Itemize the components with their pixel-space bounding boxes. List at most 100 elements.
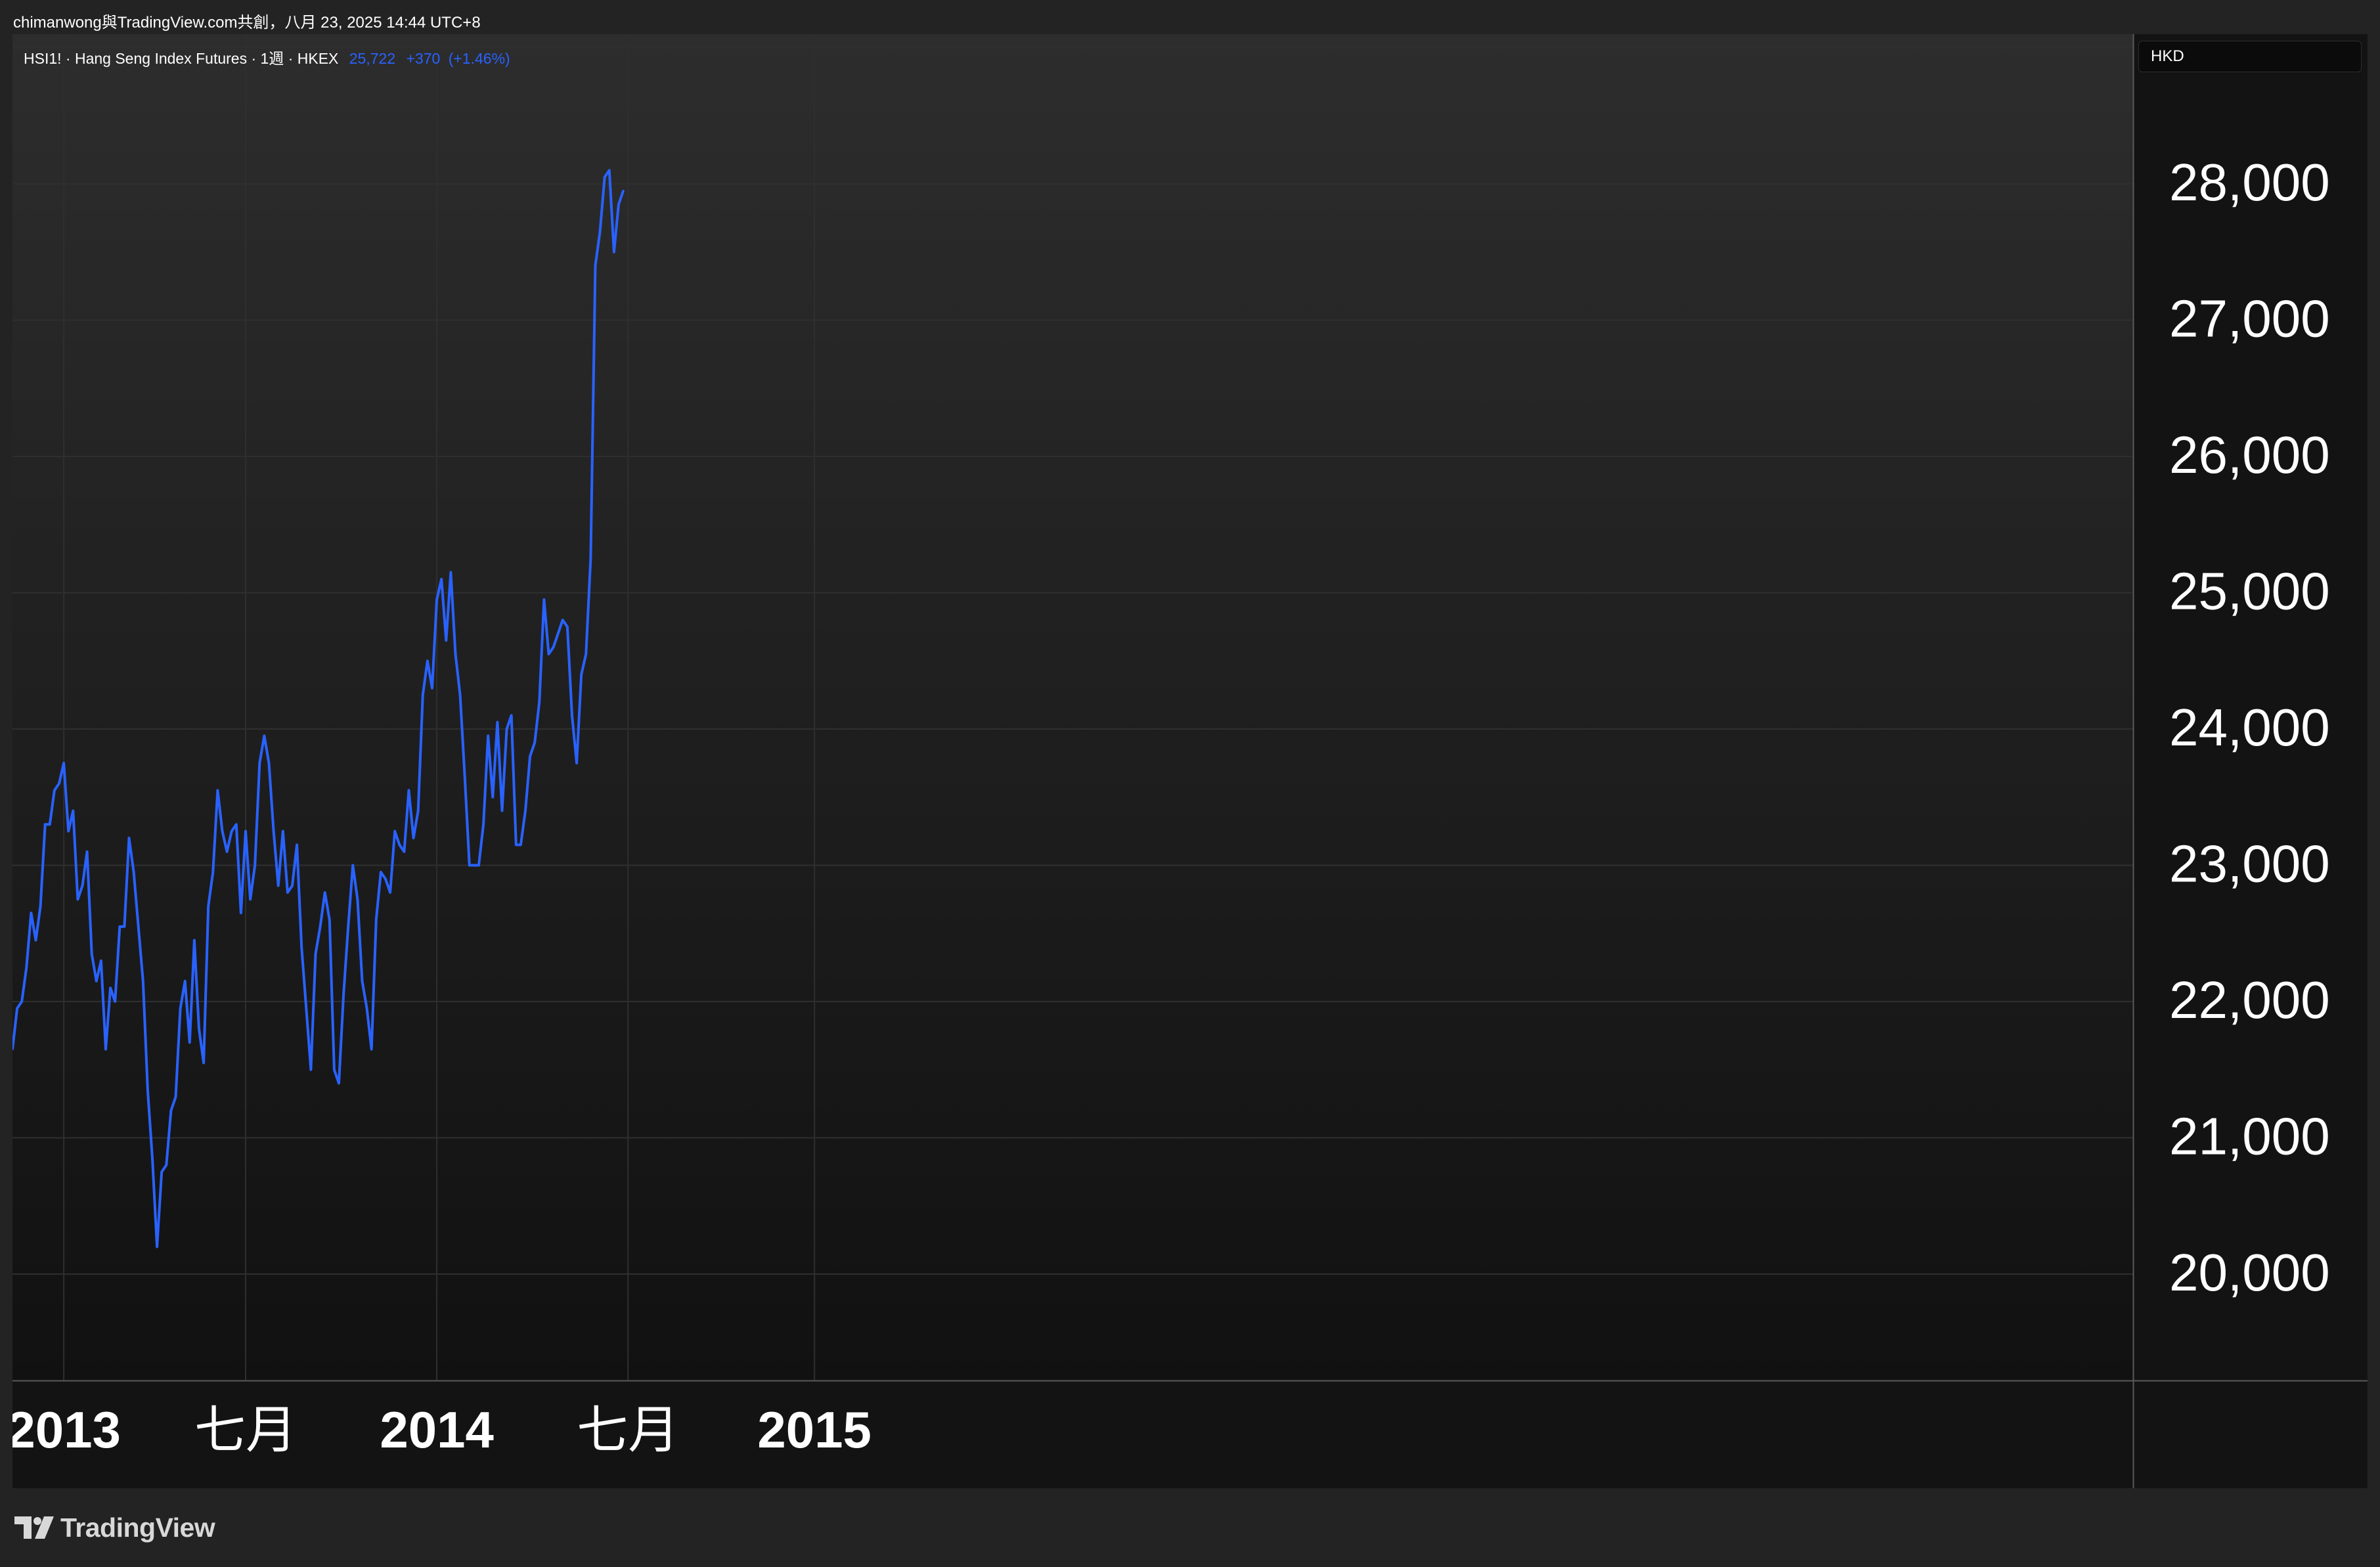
chart-legend[interactable]: HSI1! · Hang Seng Index Futures · 1週 · H… bbox=[24, 46, 510, 68]
price-axis-label: 21,000 bbox=[2169, 1107, 2330, 1166]
price-point bbox=[142, 980, 144, 982]
price-point bbox=[515, 843, 518, 846]
time-axis-label: 2014 bbox=[380, 1401, 494, 1459]
price-point bbox=[49, 823, 51, 826]
price-point bbox=[370, 1048, 373, 1051]
price-line[interactable] bbox=[12, 169, 625, 1248]
price-point bbox=[506, 728, 508, 730]
price-point bbox=[356, 898, 359, 900]
price-point bbox=[109, 986, 112, 989]
price-point bbox=[589, 558, 592, 560]
price-point bbox=[67, 830, 70, 833]
price-point bbox=[258, 762, 261, 764]
price-point bbox=[319, 925, 322, 928]
price-point bbox=[128, 837, 130, 839]
price-point bbox=[175, 1095, 177, 1098]
price-point bbox=[44, 823, 47, 826]
price-point bbox=[240, 912, 242, 914]
time-axis[interactable]: 2013 七月 2014 七月 2015 bbox=[12, 1401, 871, 1459]
price-point bbox=[608, 169, 611, 171]
grid bbox=[12, 34, 2133, 1380]
price-point bbox=[482, 823, 485, 826]
price-point bbox=[16, 1007, 18, 1009]
price-point bbox=[53, 789, 56, 791]
price-point bbox=[296, 843, 298, 846]
price-point bbox=[389, 891, 391, 894]
price-point bbox=[114, 1000, 116, 1003]
price-axis[interactable]: 28,000 27,000 26,000 25,000 24,000 23,000 22,0… bbox=[2169, 153, 2330, 1302]
price-point bbox=[188, 1041, 191, 1044]
price-point bbox=[169, 1109, 172, 1112]
price-point bbox=[146, 1089, 149, 1092]
price-point bbox=[268, 762, 270, 764]
legend-change-pct: (+1.46%) bbox=[448, 50, 510, 67]
price-point bbox=[249, 898, 252, 900]
price-point bbox=[622, 189, 625, 192]
price-point bbox=[529, 755, 531, 757]
time-axis-label: 七月 bbox=[194, 1401, 297, 1459]
chart-svg[interactable]: 28,000 27,000 26,000 25,000 24,000 23,000 22,0… bbox=[12, 34, 2368, 1488]
price-axis-label: 26,000 bbox=[2169, 426, 2330, 484]
price-point bbox=[235, 823, 238, 826]
price-point bbox=[184, 980, 187, 982]
price-point bbox=[231, 830, 233, 833]
price-point bbox=[604, 176, 606, 179]
price-point bbox=[557, 632, 560, 635]
price-axis-label: 20,000 bbox=[2169, 1243, 2330, 1302]
price-point bbox=[133, 871, 135, 873]
price-point bbox=[35, 939, 37, 942]
price-point bbox=[198, 1028, 200, 1030]
price-point bbox=[351, 864, 354, 866]
price-point bbox=[193, 939, 196, 942]
price-point bbox=[81, 885, 83, 887]
price-point bbox=[207, 905, 209, 908]
price-point bbox=[100, 960, 102, 962]
price-point bbox=[263, 734, 265, 737]
price-point bbox=[300, 946, 303, 948]
price-point bbox=[151, 1157, 154, 1160]
price-point bbox=[393, 830, 396, 833]
price-point bbox=[30, 912, 32, 914]
tradingview-logo[interactable]: TradingView bbox=[14, 1512, 215, 1543]
price-point bbox=[309, 1069, 312, 1071]
price-point bbox=[566, 625, 569, 628]
price-point bbox=[86, 850, 89, 853]
price-point bbox=[286, 891, 289, 894]
price-point bbox=[273, 830, 275, 833]
price-point bbox=[459, 694, 462, 696]
price-point bbox=[487, 734, 489, 737]
price-point bbox=[361, 980, 363, 982]
price-point bbox=[20, 1000, 23, 1003]
price-point bbox=[165, 1164, 167, 1166]
tradingview-logo-icon bbox=[14, 1516, 54, 1539]
chart-frame[interactable]: 28,000 27,000 26,000 25,000 24,000 23,000 22,0… bbox=[12, 34, 2368, 1488]
price-point bbox=[422, 694, 424, 696]
time-axis-label: 2013 bbox=[12, 1401, 121, 1459]
currency-badge[interactable]: HKD bbox=[2138, 41, 2362, 72]
chart-attribution: chimanwong與TradingView.com共創，八月 23, 2025… bbox=[13, 14, 481, 32]
price-point bbox=[91, 952, 93, 955]
price-point bbox=[431, 687, 433, 690]
price-point bbox=[137, 925, 140, 928]
price-point bbox=[179, 1007, 182, 1009]
price-axis-label: 27,000 bbox=[2169, 290, 2330, 348]
price-point bbox=[445, 639, 447, 642]
price-point bbox=[435, 598, 438, 601]
price-point bbox=[366, 1007, 368, 1009]
price-point bbox=[571, 714, 573, 717]
price-point bbox=[594, 265, 596, 267]
price-point bbox=[575, 762, 578, 764]
price-point bbox=[552, 646, 555, 648]
price-point bbox=[384, 877, 387, 880]
price-point bbox=[62, 762, 65, 764]
legend-symbol[interactable]: HSI1! · Hang Seng Index Futures · 1週 · H… bbox=[24, 50, 339, 67]
price-point bbox=[417, 810, 420, 812]
top-bar: chimanwong與TradingView.com共創，八月 23, 2025… bbox=[0, 0, 2380, 34]
price-point bbox=[449, 571, 452, 573]
footer bbox=[0, 1488, 2380, 1567]
price-point bbox=[440, 578, 443, 581]
price-point bbox=[538, 701, 540, 703]
price-axis-label: 22,000 bbox=[2169, 971, 2330, 1029]
price-point bbox=[599, 231, 602, 233]
price-point bbox=[58, 782, 60, 785]
